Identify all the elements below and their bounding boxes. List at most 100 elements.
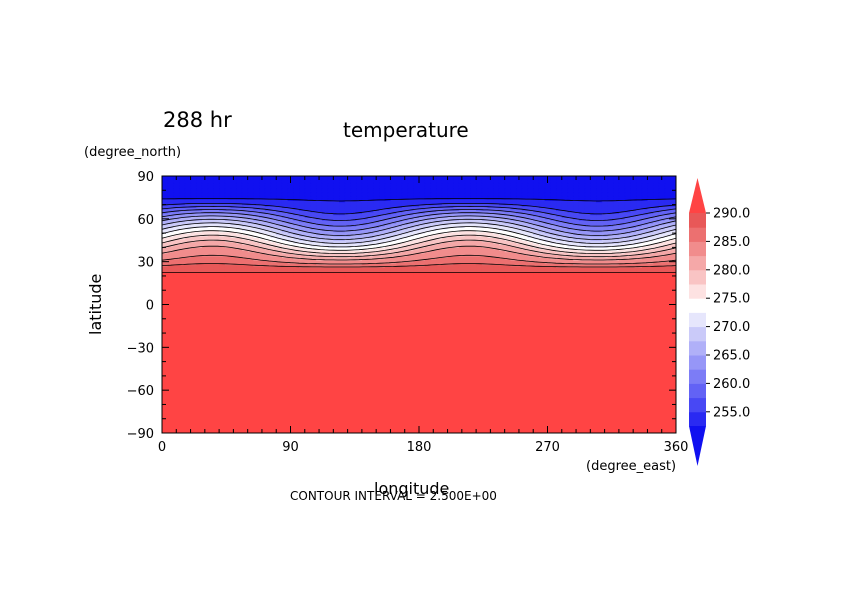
field-cell — [196, 207, 203, 210]
field-cell — [179, 263, 186, 266]
field-cell — [493, 265, 500, 268]
field-cell — [630, 224, 637, 227]
field-cell — [573, 274, 580, 277]
field-cell — [270, 264, 277, 267]
field-cell — [219, 223, 226, 226]
field-cell — [344, 223, 352, 226]
field-cell — [607, 228, 614, 231]
field-cell — [287, 220, 294, 223]
field-cell — [179, 235, 186, 238]
field-cell — [367, 233, 374, 236]
field-cell — [653, 233, 660, 236]
field-cell — [241, 264, 249, 267]
field-cell — [630, 258, 637, 261]
field-cell — [658, 200, 666, 203]
field-cell — [179, 234, 186, 237]
field-cell — [436, 261, 443, 264]
field-cell — [601, 205, 609, 209]
field-cell — [310, 208, 317, 211]
field-cell — [293, 201, 300, 204]
field-cell — [510, 260, 517, 263]
field-cell — [498, 274, 506, 277]
field-cell — [481, 238, 489, 241]
field-cell — [333, 227, 340, 230]
field-cell — [476, 214, 483, 217]
field-cell — [310, 245, 317, 248]
field-cell — [584, 243, 591, 246]
field-cell — [339, 240, 346, 243]
field-cell — [476, 220, 483, 223]
field-cell — [247, 214, 254, 217]
field-cell — [356, 223, 363, 226]
field-cell — [304, 253, 312, 256]
field-cell — [196, 221, 203, 224]
field-cell — [379, 251, 386, 254]
field-cell — [413, 201, 420, 204]
field-cell — [641, 238, 649, 241]
field-cell — [544, 237, 551, 240]
field-cell — [556, 251, 563, 254]
field-cell — [578, 213, 586, 216]
field-cell — [561, 218, 569, 221]
field-cell — [276, 213, 283, 216]
field-cell — [447, 248, 454, 251]
field-cell — [573, 230, 580, 233]
field-cell — [276, 195, 283, 199]
field-cell — [259, 231, 266, 234]
field-cell — [670, 263, 676, 266]
field-cell — [201, 253, 209, 256]
field-cell — [367, 251, 374, 254]
field-cell — [281, 250, 289, 253]
field-cell — [253, 208, 260, 211]
field-cell — [510, 255, 517, 258]
field-cell — [584, 250, 591, 253]
field-cell — [413, 217, 420, 220]
field-cell — [230, 244, 237, 247]
field-cell — [396, 245, 403, 248]
field-cell — [304, 204, 312, 207]
field-cell — [236, 260, 243, 263]
field-cell — [356, 257, 363, 260]
field-cell — [356, 201, 363, 204]
field-cell — [487, 250, 494, 253]
field-cell — [447, 211, 454, 214]
field-cell — [630, 274, 637, 277]
field-cell — [299, 228, 306, 231]
field-cell — [561, 233, 569, 236]
field-cell — [247, 195, 254, 199]
field-cell — [498, 247, 506, 250]
field-cell — [613, 225, 620, 228]
field-cell — [527, 204, 534, 207]
field-cell — [544, 224, 551, 227]
field-cell — [481, 217, 489, 220]
field-cell — [601, 198, 609, 201]
field-cell — [413, 273, 420, 276]
field-cell — [196, 224, 203, 227]
field-cell — [624, 274, 631, 277]
field-cell — [344, 261, 352, 264]
field-cell — [287, 241, 294, 244]
field-cell — [476, 200, 483, 203]
field-cell — [333, 201, 340, 204]
field-cell — [470, 210, 477, 213]
field-cell — [219, 268, 226, 271]
field-cell — [436, 217, 443, 220]
field-cell — [259, 261, 266, 264]
field-cell — [613, 221, 620, 224]
field-cell — [316, 225, 323, 228]
field-cell — [167, 247, 175, 250]
field-cell — [419, 195, 426, 199]
field-cell — [173, 264, 180, 267]
field-cell — [556, 204, 563, 207]
field-cell — [276, 221, 283, 224]
field-cell — [641, 224, 649, 227]
field-cell — [162, 233, 169, 236]
field-cell — [436, 204, 443, 207]
field-cell — [613, 260, 620, 263]
field-cell — [653, 250, 660, 253]
field-cell — [379, 211, 386, 214]
field-cell — [219, 243, 226, 246]
field-cell — [264, 263, 272, 266]
field-cell — [327, 253, 334, 256]
